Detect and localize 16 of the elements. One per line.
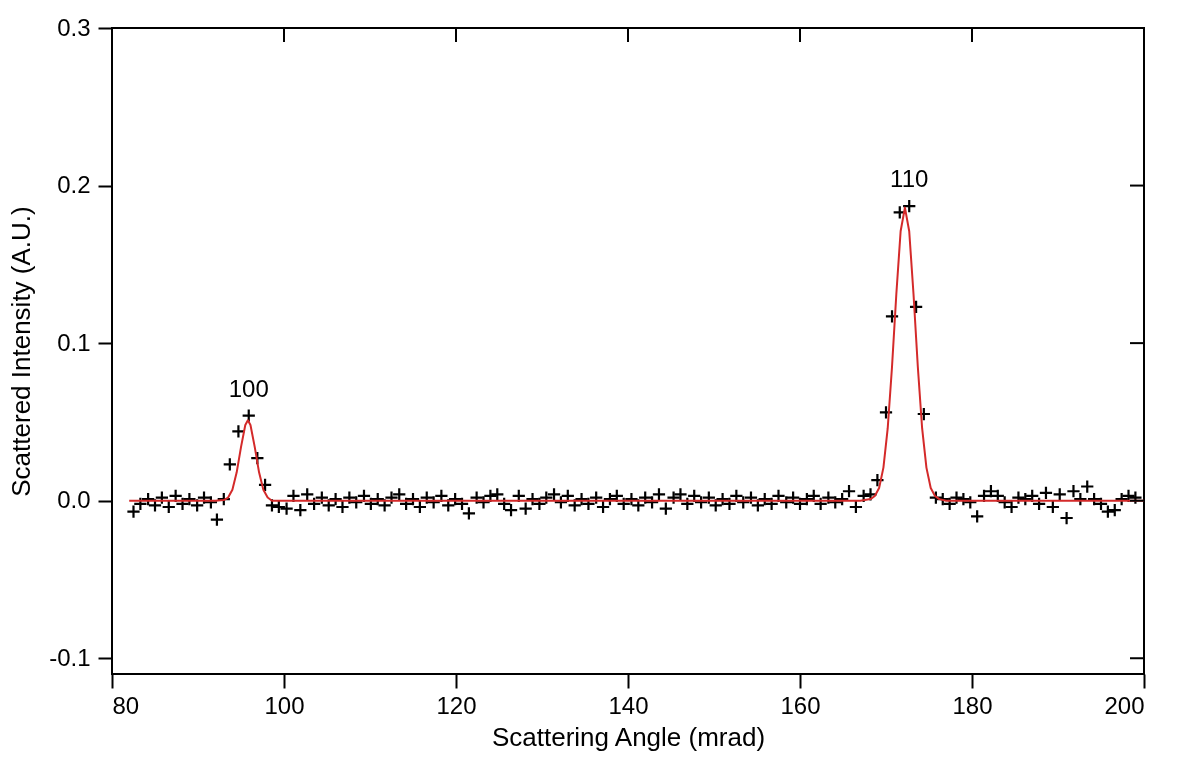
y-tick-label: -0.1 [49, 643, 91, 671]
y-tick-label: 0.1 [57, 328, 91, 356]
annotation: 100 [228, 374, 269, 402]
x-tick-label: 160 [780, 691, 821, 719]
x-tick-label: 200 [1104, 691, 1145, 719]
y-axis-title: Scattered Intensity (A.U.) [6, 206, 37, 497]
y-tick-label: 0.2 [57, 171, 91, 199]
y-tick-label: 0.3 [57, 13, 91, 41]
x-tick-label: 120 [436, 691, 477, 719]
x-tick-label: 80 [112, 691, 140, 719]
x-tick-label: 100 [264, 691, 305, 719]
x-tick-label: 180 [952, 691, 993, 719]
annotation: 110 [890, 165, 929, 193]
y-tick-label: 0.0 [57, 486, 91, 514]
x-tick-label: 140 [608, 691, 649, 719]
x-axis-title: Scattering Angle (mrad) [491, 721, 766, 752]
